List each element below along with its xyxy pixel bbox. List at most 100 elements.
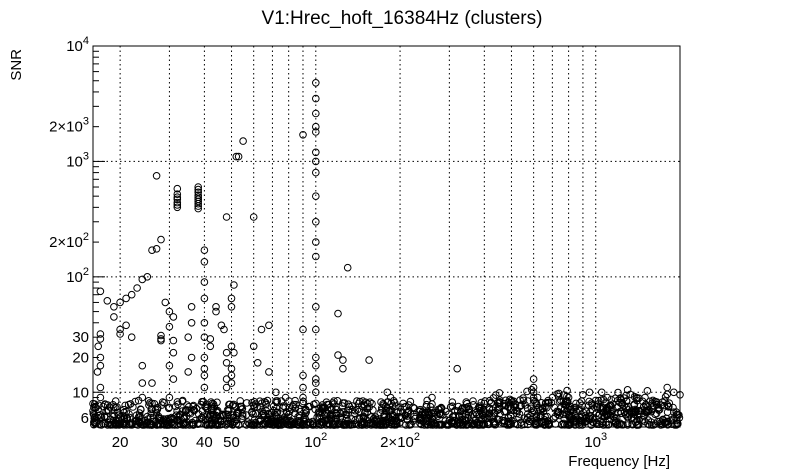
data-point xyxy=(230,281,238,289)
noise-point xyxy=(575,406,584,415)
data-point xyxy=(365,356,373,364)
noise-point xyxy=(158,398,167,406)
noise-point xyxy=(634,421,643,429)
noise-point xyxy=(313,413,322,421)
data-point xyxy=(299,383,307,392)
data-point xyxy=(239,137,247,145)
noise-point xyxy=(603,411,611,420)
noise-point xyxy=(615,420,624,429)
noise-point xyxy=(531,421,540,429)
noise-point xyxy=(199,415,207,423)
noise-point xyxy=(448,398,457,407)
noise-point xyxy=(642,409,651,417)
noise-point xyxy=(434,420,442,429)
noise-point xyxy=(396,408,405,416)
noise-point xyxy=(496,398,504,407)
noise-point xyxy=(332,409,341,418)
noise-point xyxy=(663,417,671,426)
noise-point xyxy=(125,410,133,418)
noise-point xyxy=(537,399,546,407)
noise-point xyxy=(566,413,575,421)
noise-point xyxy=(627,414,636,423)
noise-point xyxy=(225,400,233,409)
data-point xyxy=(464,402,472,411)
data-point xyxy=(312,79,320,87)
data-point xyxy=(312,353,320,362)
data-point xyxy=(138,379,147,387)
data-point xyxy=(220,325,228,334)
data-point xyxy=(312,379,320,387)
noise-point xyxy=(442,421,451,429)
noise-point xyxy=(459,420,467,429)
noise-point xyxy=(661,419,669,427)
noise-point xyxy=(280,413,289,421)
y-tick-label: 102 xyxy=(66,266,89,286)
noise-point xyxy=(475,411,484,419)
noise-point xyxy=(415,407,423,416)
data-point xyxy=(299,325,307,334)
noise-point xyxy=(448,402,457,411)
noise-point xyxy=(377,398,385,406)
noise-point xyxy=(555,397,564,406)
noise-point xyxy=(330,421,338,429)
noise-point xyxy=(617,409,626,418)
data-point xyxy=(116,330,124,338)
noise-point xyxy=(635,410,643,418)
noise-point xyxy=(286,421,294,429)
data-point xyxy=(312,168,320,177)
data-point xyxy=(110,303,118,311)
noise-point xyxy=(516,402,524,411)
noise-point xyxy=(435,405,444,414)
noise-point xyxy=(427,419,436,427)
noise-point xyxy=(111,403,120,412)
noise-point xyxy=(206,412,215,420)
data-point xyxy=(187,319,196,327)
noise-point xyxy=(405,421,414,429)
data-point xyxy=(165,322,174,331)
noise-point xyxy=(647,407,656,416)
noise-point xyxy=(90,400,99,408)
noise-point xyxy=(103,401,112,409)
data-point xyxy=(369,406,377,414)
noise-point xyxy=(238,405,247,413)
noise-point xyxy=(225,405,233,413)
noise-point xyxy=(301,410,309,418)
data-point xyxy=(194,185,202,194)
y-axis-label: SNR xyxy=(8,49,25,81)
noise-point xyxy=(238,412,247,420)
data-point xyxy=(623,386,632,394)
data-point xyxy=(529,393,538,402)
data-point xyxy=(591,396,600,405)
noise-point xyxy=(523,387,531,396)
data-point xyxy=(557,396,565,405)
data-point xyxy=(116,325,124,334)
y-tick-label: 20 xyxy=(72,350,89,367)
noise-point xyxy=(577,416,586,425)
noise-point xyxy=(555,389,563,398)
data-point xyxy=(165,393,174,402)
noise-point xyxy=(229,400,238,409)
plot-frame xyxy=(92,45,681,428)
noise-point xyxy=(457,407,465,416)
data-point xyxy=(157,331,165,340)
noise-point xyxy=(323,406,332,414)
noise-point xyxy=(473,410,481,419)
noise-point xyxy=(603,406,611,415)
noise-point xyxy=(626,410,634,419)
data-point xyxy=(312,375,320,383)
noise-point xyxy=(670,408,678,417)
noise-point xyxy=(576,399,584,407)
noise-point xyxy=(173,421,182,429)
data-point xyxy=(200,383,209,392)
noise-point xyxy=(224,410,232,419)
data-point xyxy=(222,348,231,357)
noise-point xyxy=(178,396,187,405)
data-point xyxy=(494,399,503,408)
data-point xyxy=(173,184,182,193)
chart-title: V1:Hrec_hoft_16384Hz (clusters) xyxy=(262,8,543,29)
noise-point xyxy=(536,411,545,420)
noise-point xyxy=(131,397,139,406)
data-point xyxy=(133,284,141,292)
noise-point xyxy=(392,421,400,429)
